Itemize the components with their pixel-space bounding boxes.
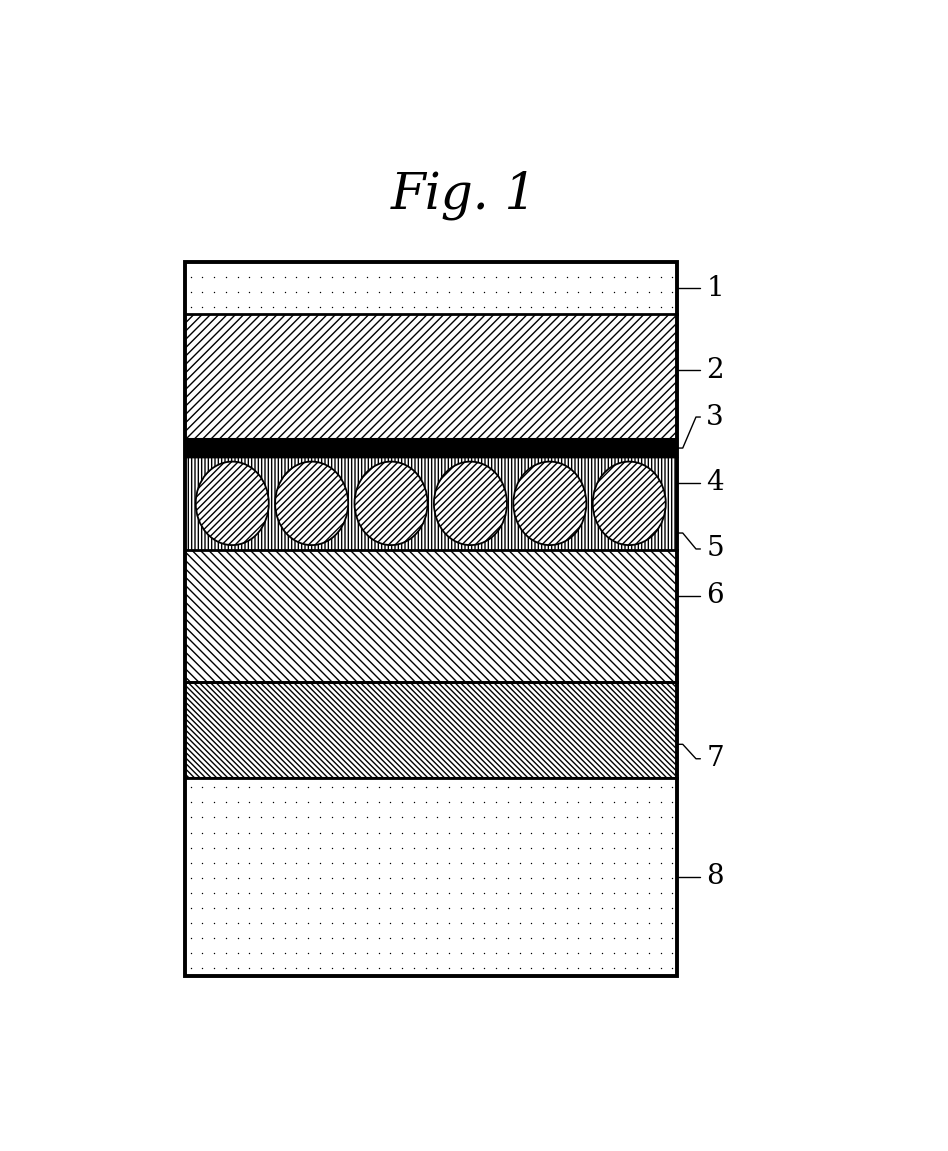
Bar bbox=[185, 550, 677, 681]
Bar bbox=[185, 262, 677, 976]
Ellipse shape bbox=[434, 462, 507, 546]
Text: 3: 3 bbox=[706, 404, 724, 430]
Text: 5: 5 bbox=[706, 535, 724, 563]
Text: 6: 6 bbox=[706, 582, 724, 609]
Ellipse shape bbox=[355, 462, 428, 546]
Ellipse shape bbox=[195, 462, 269, 546]
Text: 4: 4 bbox=[706, 470, 724, 496]
Bar bbox=[185, 440, 677, 457]
Ellipse shape bbox=[592, 462, 665, 546]
Text: 1: 1 bbox=[706, 275, 724, 302]
Bar bbox=[185, 681, 677, 778]
Ellipse shape bbox=[513, 462, 587, 546]
Text: Fig. 1: Fig. 1 bbox=[391, 171, 537, 221]
Text: 2: 2 bbox=[706, 357, 724, 384]
Text: 8: 8 bbox=[706, 863, 724, 891]
Bar bbox=[185, 314, 677, 440]
Bar bbox=[185, 778, 677, 976]
Text: 7: 7 bbox=[706, 745, 724, 772]
Bar bbox=[185, 262, 677, 314]
Ellipse shape bbox=[275, 462, 348, 546]
Bar bbox=[185, 457, 677, 550]
